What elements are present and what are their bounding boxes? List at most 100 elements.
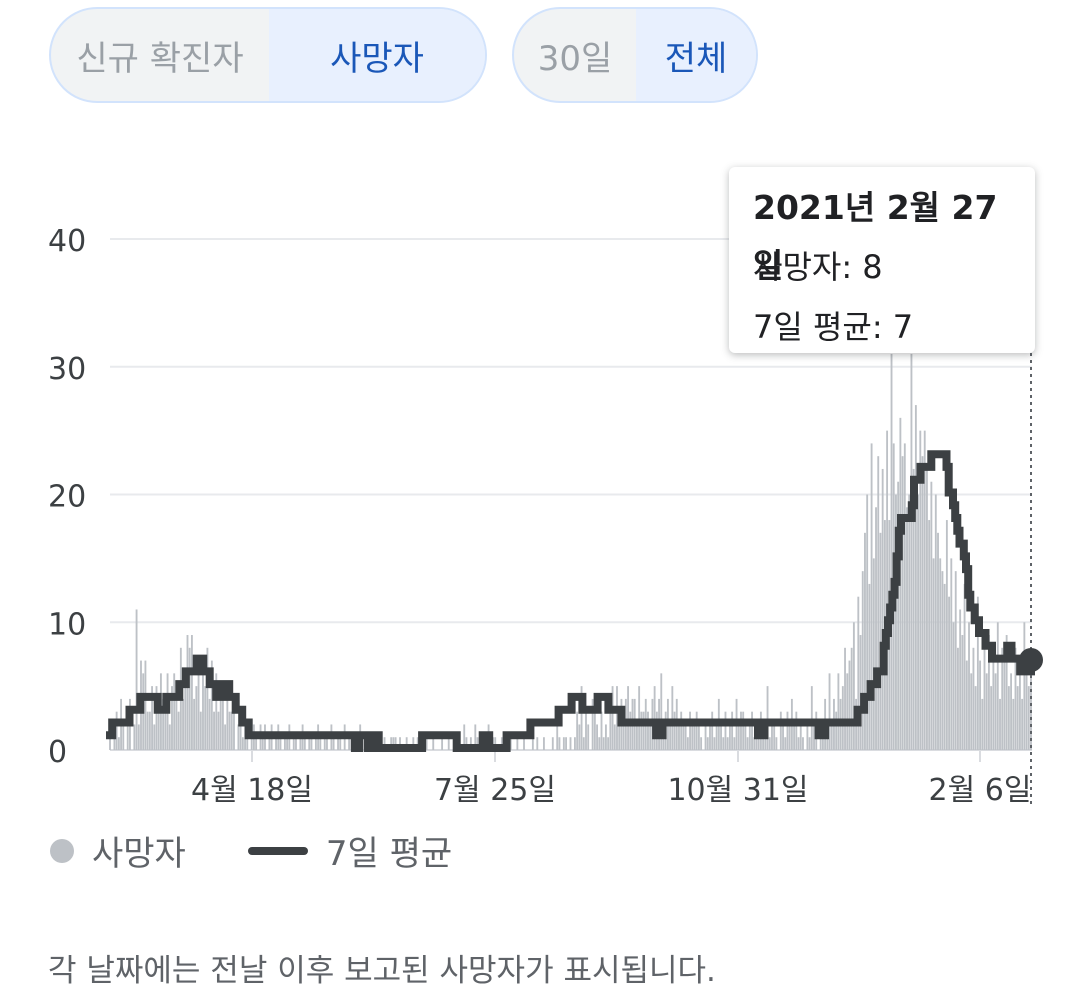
daily-bar — [941, 571, 944, 750]
daily-bar — [233, 698, 235, 750]
daily-bar — [573, 737, 576, 750]
option-deaths[interactable]: 사망자 — [269, 9, 485, 101]
daily-bar — [283, 737, 286, 750]
daily-bar — [954, 571, 957, 750]
daily-bar — [1019, 660, 1021, 750]
daily-bar — [795, 711, 798, 750]
deaths-chart[interactable]: 0 10 20 30 40 4월 18일 7월 25일 10월 31일 2월 6일 — [0, 0, 1080, 820]
daily-bar — [937, 532, 939, 750]
daily-bar — [326, 737, 328, 750]
x-tick-label: 2월 6일 — [929, 773, 1032, 808]
daily-bar — [157, 711, 160, 750]
daily-bar — [886, 430, 889, 750]
daily-bar — [337, 737, 339, 750]
daily-bar — [146, 711, 149, 750]
daily-bar — [930, 481, 933, 750]
daily-bar — [841, 686, 844, 750]
daily-bar — [135, 609, 138, 750]
daily-bar — [678, 724, 680, 750]
daily-bar — [788, 724, 791, 750]
daily-bar — [970, 673, 973, 750]
daily-bar — [230, 711, 233, 750]
daily-bar — [348, 737, 351, 750]
daily-bar — [268, 737, 271, 750]
daily-bar — [908, 494, 911, 750]
daily-bar — [168, 724, 171, 750]
daily-bar — [117, 737, 120, 750]
daily-bar — [323, 737, 326, 750]
daily-bar — [390, 737, 393, 750]
tooltip-deaths: 사망자: 8 — [753, 248, 883, 286]
daily-bar — [740, 711, 742, 750]
daily-bar — [585, 711, 587, 750]
daily-bar — [228, 711, 231, 750]
daily-bar — [859, 635, 862, 750]
daily-bar — [162, 698, 165, 750]
daily-bar — [217, 711, 220, 750]
daily-bar — [469, 737, 472, 750]
daily-bar — [314, 737, 317, 750]
daily-bar — [957, 647, 959, 750]
daily-bar — [622, 724, 625, 750]
daily-bar — [210, 660, 213, 750]
daily-bar — [709, 724, 711, 750]
daily-bar — [516, 737, 519, 750]
option-new-cases[interactable]: 신규 확진자 — [76, 38, 244, 79]
range-toggle: 30일 전체 — [512, 7, 758, 103]
daily-bar — [126, 711, 129, 750]
daily-bar — [640, 711, 643, 750]
daily-bar — [797, 737, 800, 750]
daily-bar — [171, 686, 173, 750]
daily-bar — [175, 698, 178, 750]
daily-bar — [737, 724, 740, 750]
daily-bar — [872, 558, 875, 750]
daily-bar — [193, 698, 196, 750]
daily-bar — [985, 673, 988, 750]
daily-bar — [996, 622, 999, 750]
daily-bar — [208, 698, 211, 750]
daily-bar — [921, 456, 924, 750]
daily-bar — [148, 711, 151, 750]
daily-bar — [704, 724, 707, 750]
daily-bar — [835, 711, 838, 750]
daily-bar — [748, 724, 751, 750]
tooltip-date: 2021년 2월 27일 — [753, 188, 998, 285]
daily-bar — [339, 737, 342, 750]
daily-bar — [768, 737, 771, 750]
daily-bar — [593, 711, 596, 750]
daily-bar — [762, 737, 765, 750]
daily-bar — [689, 711, 691, 750]
daily-bar — [932, 558, 935, 750]
daily-bar — [901, 456, 904, 750]
daily-bar — [186, 635, 189, 750]
daily-bar — [906, 507, 908, 750]
daily-bar — [190, 635, 193, 750]
daily-bar — [607, 737, 610, 750]
daily-bar — [695, 711, 698, 750]
daily-bar — [432, 737, 435, 750]
daily-bar — [903, 443, 906, 750]
legend-avg-swatch — [247, 846, 308, 855]
daily-bar — [693, 724, 696, 750]
tooltip-marker — [1019, 648, 1043, 672]
option-30-days[interactable]: 30일 — [537, 38, 613, 79]
daily-bar — [775, 737, 778, 750]
daily-bar — [137, 724, 140, 750]
daily-bar — [1021, 698, 1024, 750]
daily-bar — [578, 724, 581, 750]
daily-bar — [638, 686, 641, 750]
daily-bar — [879, 532, 882, 750]
option-all[interactable]: 전체 — [636, 9, 756, 101]
daily-bar — [830, 724, 833, 750]
daily-bar — [983, 647, 986, 750]
daily-bar — [279, 737, 282, 750]
daily-bar — [653, 686, 656, 750]
daily-bar — [895, 494, 897, 750]
daily-bar — [195, 686, 198, 750]
tooltip-avg: 7일 평균: 7 — [753, 308, 914, 346]
daily-bar — [591, 698, 594, 750]
daily-bar — [950, 558, 953, 750]
daily-bar — [399, 737, 401, 750]
daily-bar — [746, 737, 749, 750]
daily-bar — [596, 724, 598, 750]
